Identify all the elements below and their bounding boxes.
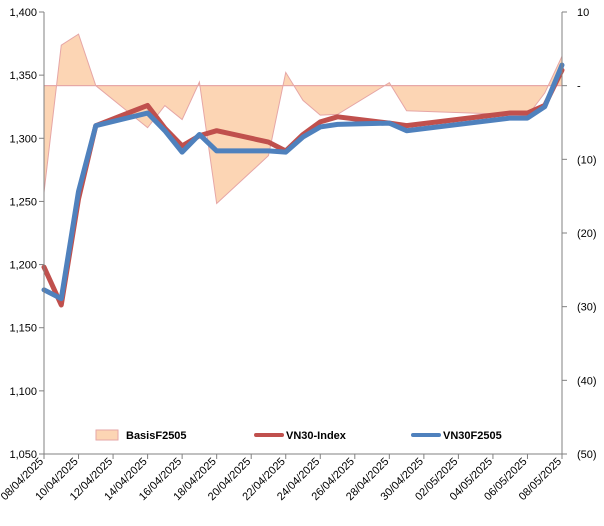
- left-tick-label: 1,250: [9, 196, 37, 208]
- right-tick-label: (30): [577, 302, 597, 314]
- right-tick-label: (20): [577, 228, 597, 240]
- right-tick-label: (50): [577, 449, 597, 461]
- line-layer: [41, 62, 565, 308]
- left-tick-label: 1,400: [9, 7, 37, 19]
- left-tick-label: 1,100: [9, 386, 37, 398]
- series-line-vn30f2505: [41, 62, 565, 302]
- left-tick-label: 1,150: [9, 323, 37, 335]
- legend-swatch-basis: [95, 429, 119, 441]
- right-tick-label: 10: [577, 7, 589, 19]
- right-axis-ticks: (50) (40) (30) (20) (10) - 10: [562, 7, 597, 461]
- left-tick-label: 1,300: [9, 133, 37, 145]
- right-tick-label: -: [577, 81, 581, 93]
- left-tick-label: 1,050: [9, 449, 37, 461]
- legend-label-vn30-index: VN30-Index: [286, 430, 347, 442]
- right-tick-label: (40): [577, 375, 597, 387]
- legend-label-basis: BasisF2505: [126, 430, 187, 442]
- left-tick-label: 1,350: [9, 70, 37, 82]
- legend: BasisF2505 VN30-Index VN30F2505: [95, 429, 502, 442]
- x-axis-ticks: 08/04/202510/04/202512/04/202514/04/2025…: [0, 454, 564, 503]
- left-axis-ticks: 1,050 1,100 1,150 1,200 1,250 1,300 1,350 1,400: [9, 7, 44, 461]
- right-tick-label: (10): [577, 154, 597, 166]
- left-tick-label: 1,200: [9, 260, 37, 272]
- legend-label-vn30f2505: VN30F2505: [443, 430, 502, 442]
